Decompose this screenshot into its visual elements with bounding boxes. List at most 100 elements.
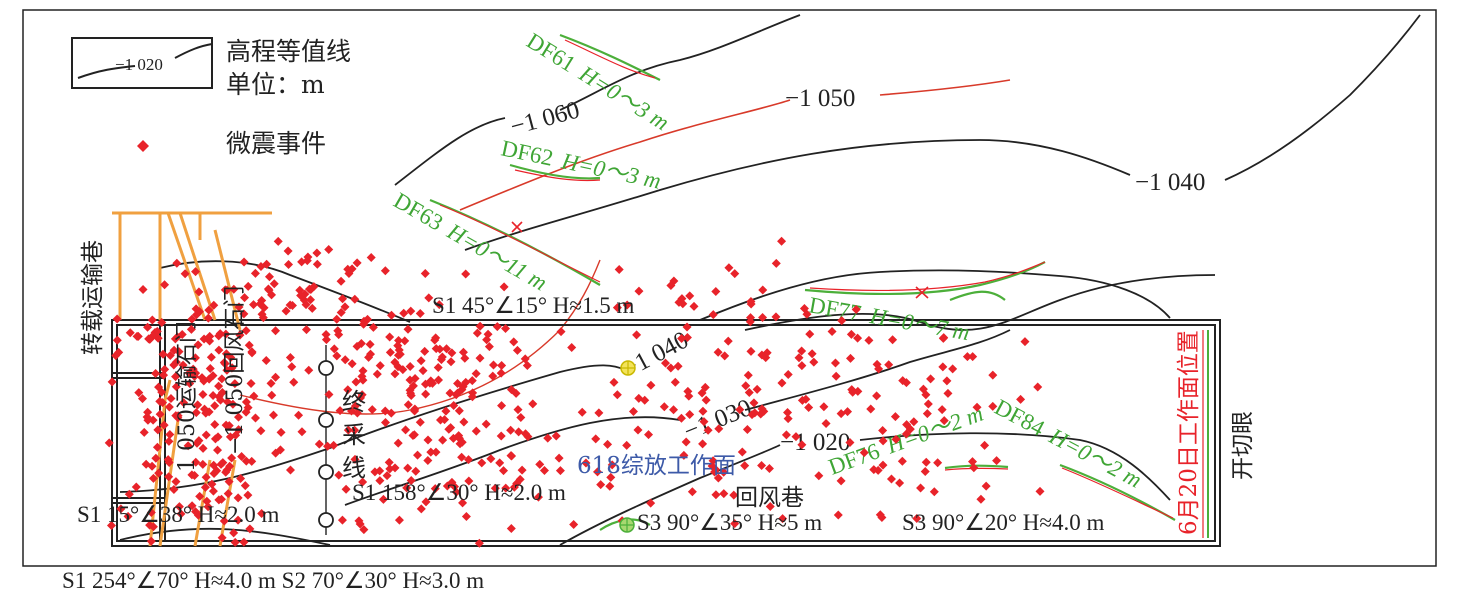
microseismic-event	[453, 379, 463, 389]
structure-label: S3 90°∠20° H≈4.0 m	[902, 510, 1105, 535]
microseismic-event	[154, 468, 164, 478]
microseismic-event	[700, 382, 710, 392]
microseismic-event	[612, 303, 622, 313]
terminal-marker	[318, 512, 334, 528]
microseismic-event	[163, 455, 173, 465]
microseismic-event	[111, 351, 121, 361]
microseismic-event	[730, 519, 740, 529]
microseismic-event	[276, 427, 286, 437]
microseismic-event	[962, 352, 972, 362]
microseismic-event	[890, 412, 900, 422]
microseismic-event	[423, 435, 433, 445]
microseismic-event	[878, 436, 888, 446]
microseismic-event	[461, 269, 471, 279]
microseismic-event	[740, 461, 750, 471]
microseismic-event	[415, 308, 425, 318]
microseismic-event	[551, 431, 561, 441]
microseismic-event	[257, 309, 267, 319]
microseismic-event	[777, 378, 787, 388]
microseismic-event	[729, 490, 739, 500]
microseismic-event	[146, 536, 156, 546]
microseismic-event	[364, 352, 374, 362]
microseismic-event	[969, 463, 979, 473]
microseismic-event	[203, 313, 213, 323]
microseismic-event	[241, 407, 251, 417]
microseismic-event	[757, 461, 767, 471]
microseismic-event	[195, 491, 205, 501]
microseismic-event	[869, 465, 879, 475]
microseismic-event	[424, 293, 434, 303]
fault-lines	[429, 33, 1176, 531]
microseismic-event	[1020, 337, 1030, 347]
microseismic-event	[143, 415, 153, 425]
microseismic-event	[781, 430, 791, 440]
contour-line-1020	[559, 432, 1171, 546]
microseismic-event	[151, 368, 161, 378]
microseismic-event	[891, 434, 901, 444]
microseismic-event	[446, 357, 456, 367]
microseismic-event	[229, 528, 239, 538]
microseismic-event	[457, 437, 467, 447]
microseismic-event	[185, 378, 195, 388]
contour-line-east-loop	[699, 269, 1171, 321]
microseismic-event	[777, 236, 787, 246]
microseismic-event	[234, 412, 244, 422]
microseismic-event	[403, 463, 413, 473]
microseismic-event	[673, 361, 683, 371]
microseismic-event	[450, 482, 460, 492]
microseismic-event	[451, 390, 461, 400]
microseismic-event	[926, 374, 936, 384]
microseismic-event	[191, 267, 201, 277]
microseismic-event	[159, 370, 169, 380]
microseismic-event	[516, 412, 526, 422]
fault-label-df62: DF62 H=0～3 m	[499, 135, 663, 193]
microseismic-event	[743, 370, 753, 380]
microseismic-event	[106, 521, 116, 531]
microseismic-event	[833, 510, 843, 520]
microseismic-event	[756, 409, 766, 419]
microseismic-event	[337, 515, 347, 525]
microseismic-event	[304, 365, 314, 375]
microseismic-event	[433, 375, 443, 385]
bottom-structure-caption: S1 254°∠70° H≈4.0 m S2 70°∠30° H≈3.0 m	[62, 568, 485, 593]
fault-name: DF61	[522, 28, 580, 77]
microseismic-event	[132, 331, 142, 341]
microseismic-event	[394, 515, 404, 525]
microseismic-event	[145, 520, 155, 530]
microseismic-event	[250, 413, 260, 423]
microseismic-event	[219, 516, 229, 526]
microseismic-event	[988, 401, 998, 411]
microseismic-event	[521, 429, 531, 439]
microseismic-event	[205, 336, 215, 346]
contour-line-1040-upper	[464, 14, 1421, 251]
microseismic-event	[909, 417, 919, 427]
microseismic-event	[378, 494, 388, 504]
microseismic-event	[921, 390, 931, 400]
microseismic-event	[596, 480, 606, 490]
microseismic-event	[937, 405, 947, 415]
microseismic-event	[385, 332, 395, 342]
microseismic-event	[273, 236, 283, 246]
microseismic-event	[499, 282, 509, 292]
microseismic-event	[198, 443, 208, 453]
microseismic-event	[874, 364, 884, 374]
microseismic-event	[603, 439, 613, 449]
microseismic-event	[749, 398, 759, 408]
microseismic-event	[138, 284, 148, 294]
microseismic-event	[230, 537, 240, 547]
microseismic-event	[403, 324, 413, 334]
microseismic-event	[921, 457, 931, 467]
microseismic-event	[354, 516, 364, 526]
microseismic-event	[243, 281, 253, 291]
microseismic-event	[125, 328, 135, 338]
legend-event-icon	[137, 140, 149, 152]
microseismic-event	[497, 361, 507, 371]
microseismic-event	[612, 390, 622, 400]
sensor-marker-1	[620, 360, 636, 376]
microseismic-event	[284, 260, 294, 270]
microseismic-event	[807, 349, 817, 359]
microseismic-event	[972, 402, 982, 412]
microseismic-event	[939, 416, 949, 426]
microseismic-event	[520, 354, 530, 364]
